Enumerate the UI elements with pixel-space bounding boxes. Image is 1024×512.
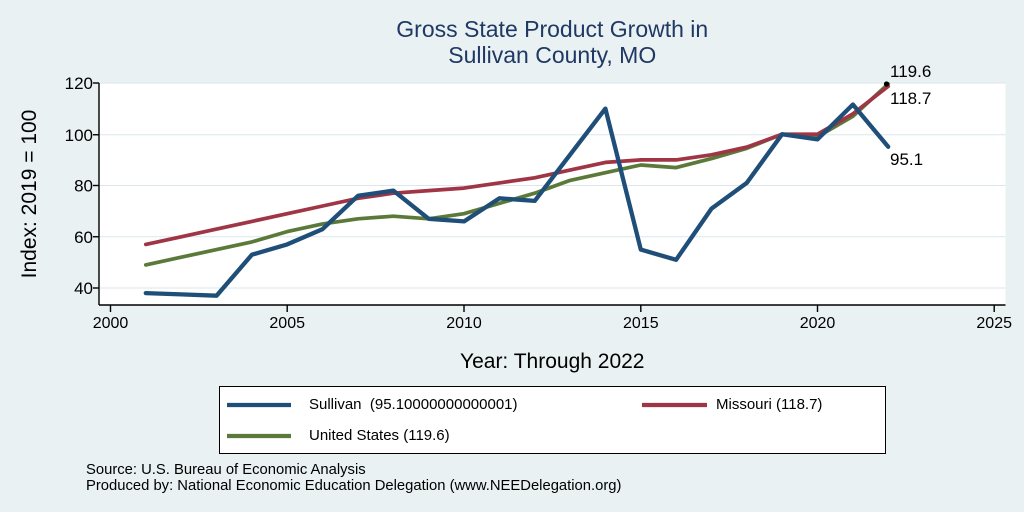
svg-text:100: 100 bbox=[65, 126, 93, 145]
svg-text:2015: 2015 bbox=[623, 315, 659, 332]
svg-text:2005: 2005 bbox=[269, 315, 305, 332]
svg-text:2000: 2000 bbox=[93, 315, 129, 332]
svg-text:80: 80 bbox=[74, 177, 93, 196]
svg-text:2010: 2010 bbox=[446, 315, 482, 332]
svg-text:120: 120 bbox=[65, 74, 93, 93]
svg-text:40: 40 bbox=[74, 279, 93, 298]
svg-text:2025: 2025 bbox=[976, 315, 1012, 332]
svg-text:60: 60 bbox=[74, 228, 93, 247]
svg-text:2020: 2020 bbox=[800, 315, 836, 332]
